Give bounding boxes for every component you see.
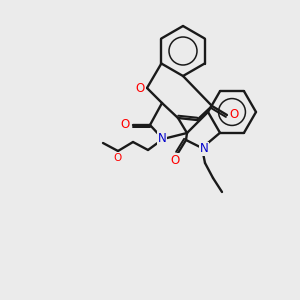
Text: O: O bbox=[113, 153, 121, 163]
Text: N: N bbox=[200, 142, 208, 155]
Text: O: O bbox=[120, 118, 130, 130]
Text: O: O bbox=[230, 109, 238, 122]
Text: N: N bbox=[158, 131, 166, 145]
Text: O: O bbox=[170, 154, 180, 166]
Text: O: O bbox=[135, 82, 145, 94]
